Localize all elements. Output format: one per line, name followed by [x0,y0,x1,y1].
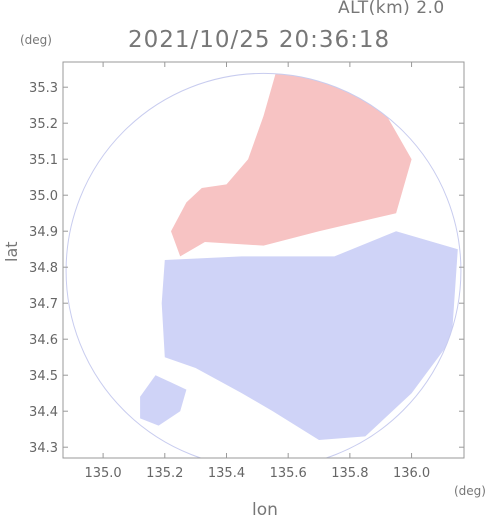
lat-unit-label: (deg) [20,33,52,47]
x-axis-label: lon [252,500,278,520]
lon-unit-label: (deg) [454,484,486,498]
chart-title: 2021/10/25 20:36:18 [128,27,391,53]
y-tick-label: 34.4 [29,405,58,420]
y-tick-label: 34.9 [29,225,58,240]
x-tick-label: 136.0 [393,466,430,481]
plot-frame [62,61,465,459]
region-negative-southwest [140,375,187,426]
x-tick-label: 135.8 [331,466,368,481]
region-positive-north [171,73,412,257]
y-tick-label: 35.0 [29,189,58,204]
y-tick-label: 35.1 [29,153,58,168]
x-tick-label: 135.2 [146,466,183,481]
y-tick-label: 34.5 [29,369,58,384]
altitude-label: ALT(km) 2.0 [338,0,445,18]
x-tick-label: 135.0 [84,466,121,481]
y-tick-label: 34.6 [29,333,58,348]
plot-area [65,72,462,458]
axis-ticks: 135.0 135.2 135.4 135.6 135.8 136.0 34.3 34.4 34… [29,62,464,481]
x-tick-label: 135.6 [270,466,307,481]
y-tick-label: 35.2 [29,117,58,132]
y-tick-label: 35.3 [29,81,58,96]
y-tick-label: 34.8 [29,261,58,276]
x-tick-label: 135.4 [208,466,245,481]
region-negative-southeast [161,231,458,440]
y-tick-label: 34.7 [29,297,58,312]
y-tick-label: 34.3 [29,441,58,456]
radar-range-ring [65,72,462,458]
